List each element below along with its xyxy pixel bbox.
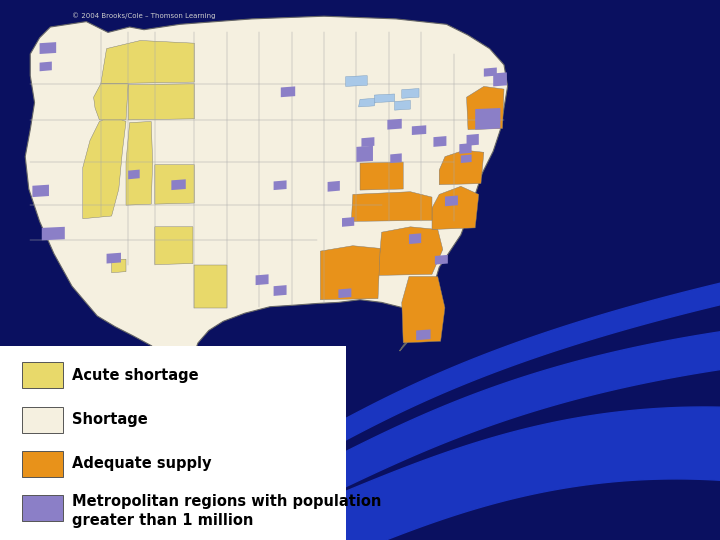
Polygon shape xyxy=(171,179,186,190)
Polygon shape xyxy=(402,276,445,343)
Polygon shape xyxy=(252,407,720,540)
Polygon shape xyxy=(320,246,380,300)
Text: Adequate supply: Adequate supply xyxy=(72,456,212,471)
Bar xyxy=(22,407,63,433)
Polygon shape xyxy=(342,217,354,227)
Polygon shape xyxy=(40,42,56,54)
Polygon shape xyxy=(128,84,194,120)
Polygon shape xyxy=(274,285,287,296)
Polygon shape xyxy=(374,94,395,103)
Polygon shape xyxy=(25,16,508,370)
Bar xyxy=(22,495,63,521)
Polygon shape xyxy=(435,255,448,265)
Polygon shape xyxy=(493,72,507,86)
Polygon shape xyxy=(40,62,52,71)
Polygon shape xyxy=(32,185,49,197)
Polygon shape xyxy=(128,170,140,179)
Bar xyxy=(22,451,63,477)
Polygon shape xyxy=(395,100,410,110)
Polygon shape xyxy=(467,86,504,130)
Bar xyxy=(0,346,346,540)
Polygon shape xyxy=(94,84,128,120)
Polygon shape xyxy=(387,119,402,130)
Text: greater than 1 million: greater than 1 million xyxy=(72,512,253,528)
Polygon shape xyxy=(409,233,421,244)
Polygon shape xyxy=(361,137,374,147)
Polygon shape xyxy=(378,227,443,275)
Polygon shape xyxy=(390,153,402,163)
Polygon shape xyxy=(475,108,500,130)
Polygon shape xyxy=(359,98,376,107)
Polygon shape xyxy=(112,259,126,273)
Polygon shape xyxy=(432,186,479,230)
Polygon shape xyxy=(356,146,373,162)
Polygon shape xyxy=(281,270,720,475)
Bar xyxy=(22,362,63,388)
Polygon shape xyxy=(155,227,193,265)
Polygon shape xyxy=(416,329,431,340)
Text: © 2004 Brooks/Cole – Thomson Learning: © 2004 Brooks/Cole – Thomson Learning xyxy=(72,12,215,18)
Polygon shape xyxy=(459,143,472,154)
Polygon shape xyxy=(338,288,351,298)
Polygon shape xyxy=(346,76,367,86)
Polygon shape xyxy=(266,324,720,524)
Polygon shape xyxy=(433,136,446,147)
Polygon shape xyxy=(194,265,227,308)
Text: Metropolitan regions with population: Metropolitan regions with population xyxy=(72,494,382,509)
Polygon shape xyxy=(155,165,194,204)
Text: Acute shortage: Acute shortage xyxy=(72,368,199,383)
Polygon shape xyxy=(412,125,426,135)
Text: Shortage: Shortage xyxy=(72,412,148,427)
Polygon shape xyxy=(281,86,295,97)
Polygon shape xyxy=(274,180,287,190)
Polygon shape xyxy=(83,116,126,219)
Polygon shape xyxy=(360,162,403,190)
Polygon shape xyxy=(328,181,340,192)
Polygon shape xyxy=(126,122,153,205)
Polygon shape xyxy=(42,227,65,240)
Polygon shape xyxy=(467,134,479,146)
Polygon shape xyxy=(484,68,497,77)
Polygon shape xyxy=(402,89,419,98)
Polygon shape xyxy=(351,192,432,221)
Polygon shape xyxy=(107,253,121,264)
Polygon shape xyxy=(256,274,269,285)
Polygon shape xyxy=(445,195,458,206)
Polygon shape xyxy=(461,154,472,163)
Polygon shape xyxy=(101,40,194,84)
Polygon shape xyxy=(439,150,484,185)
